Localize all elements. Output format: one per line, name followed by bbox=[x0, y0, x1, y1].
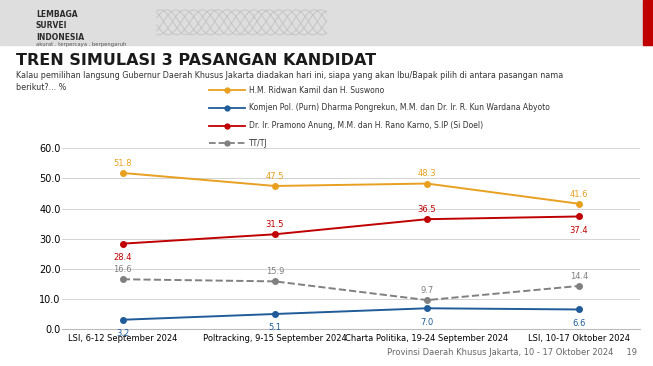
Text: 15.9: 15.9 bbox=[266, 267, 284, 276]
Text: TREN SIMULASI 3 PASANGAN KANDIDAT: TREN SIMULASI 3 PASANGAN KANDIDAT bbox=[16, 53, 376, 68]
Text: Provinsi Daerah Khusus Jakarta, 10 - 17 Oktober 2024     19: Provinsi Daerah Khusus Jakarta, 10 - 17 … bbox=[387, 348, 637, 357]
Text: INDONESIA: INDONESIA bbox=[36, 33, 84, 42]
Text: 36.5: 36.5 bbox=[418, 205, 436, 214]
Text: H.M. Ridwan Kamil dan H. Suswono: H.M. Ridwan Kamil dan H. Suswono bbox=[249, 86, 385, 95]
Bar bbox=[643, 0, 653, 45]
Text: 28.4: 28.4 bbox=[114, 253, 132, 262]
Text: 14.4: 14.4 bbox=[570, 272, 588, 281]
Text: Dr. Ir. Pramono Anung, M.M. dan H. Rano Karno, S.IP (Si Doel): Dr. Ir. Pramono Anung, M.M. dan H. Rano … bbox=[249, 121, 484, 130]
Text: 48.3: 48.3 bbox=[418, 169, 436, 178]
Text: 5.1: 5.1 bbox=[268, 324, 281, 332]
Text: 16.6: 16.6 bbox=[114, 265, 132, 274]
Text: Komjen Pol. (Purn) Dharma Pongrekun, M.M. dan Dr. Ir. R. Kun Wardana Abyoto: Komjen Pol. (Purn) Dharma Pongrekun, M.M… bbox=[249, 104, 550, 112]
Text: 7.0: 7.0 bbox=[421, 318, 434, 326]
Text: akurat . terpercaya . berpengaruh: akurat . terpercaya . berpengaruh bbox=[36, 42, 126, 48]
Text: 6.6: 6.6 bbox=[573, 319, 586, 328]
Text: 3.2: 3.2 bbox=[116, 329, 129, 338]
Text: 31.5: 31.5 bbox=[266, 220, 284, 229]
Text: 47.5: 47.5 bbox=[266, 172, 284, 181]
Text: 51.8: 51.8 bbox=[114, 159, 132, 168]
Text: 41.6: 41.6 bbox=[570, 190, 588, 199]
Text: 37.4: 37.4 bbox=[570, 226, 588, 235]
Text: 9.7: 9.7 bbox=[421, 286, 434, 295]
Text: LEMBAGA: LEMBAGA bbox=[36, 10, 78, 19]
Text: Kalau pemilihan langsung Gubernur Daerah Khusus Jakarta diadakan hari ini, siapa: Kalau pemilihan langsung Gubernur Daerah… bbox=[16, 71, 564, 92]
Text: SURVEI: SURVEI bbox=[36, 22, 67, 30]
Text: TT/TJ: TT/TJ bbox=[249, 139, 268, 147]
